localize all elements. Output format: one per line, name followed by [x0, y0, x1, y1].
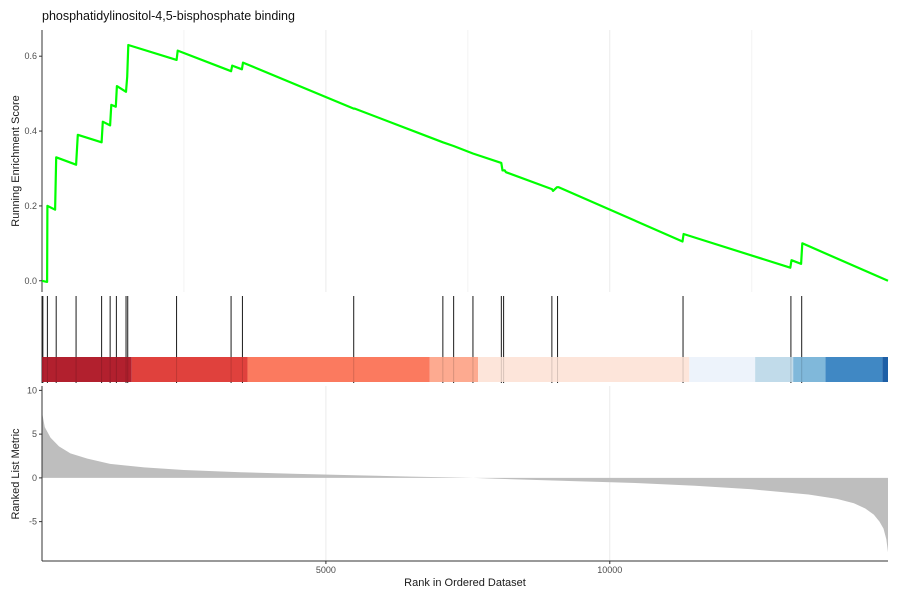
- color-bar-segment-5: [689, 357, 756, 382]
- ranked-metric-panel: -5 0 5 10: [27, 385, 888, 562]
- color-bar-segment-7: [793, 357, 826, 382]
- bottom-ytick-label-0: -5: [29, 517, 37, 527]
- top-ytick-label-2: 0.4: [24, 126, 37, 136]
- color-bar-segment-1: [131, 357, 248, 382]
- xtick-label-0: 5000: [316, 565, 336, 575]
- color-bar-segment-2: [247, 357, 430, 382]
- color-bar-segment-0: [42, 357, 132, 382]
- bottom-ytick-label-2: 5: [32, 429, 37, 439]
- running-score-ylabel: Running Enrichment Score: [10, 95, 22, 226]
- chart-title: phosphatidylinositol-4,5-bisphosphate bi…: [42, 9, 295, 23]
- x-axis-ticks: 5000 10000: [316, 561, 622, 575]
- color-bar-panel: [42, 357, 888, 382]
- color-bar-segment-9: [882, 357, 888, 382]
- color-bar-segment-4: [478, 357, 690, 382]
- running-score-line: [41, 43, 889, 283]
- ranked-metric-area: [42, 412, 888, 553]
- bottom-ytick-label-3: 10: [27, 385, 37, 395]
- color-bar-segment-6: [755, 357, 794, 382]
- top-ytick-label-0: 0.0: [24, 276, 37, 286]
- color-bar-segment-8: [825, 357, 883, 382]
- running-score-panel: 0.0 0.2 0.4 0.6: [24, 30, 889, 292]
- color-bar-segment-3: [429, 357, 479, 382]
- top-ytick-label-1: 0.2: [24, 201, 37, 211]
- top-ytick-label-3: 0.6: [24, 51, 37, 61]
- xtick-label-1: 10000: [597, 565, 622, 575]
- bottom-ytick-label-1: 0: [32, 473, 37, 483]
- x-axis-label: Rank in Ordered Dataset: [404, 577, 526, 589]
- ranked-metric-ylabel: Ranked List Metric: [10, 428, 22, 520]
